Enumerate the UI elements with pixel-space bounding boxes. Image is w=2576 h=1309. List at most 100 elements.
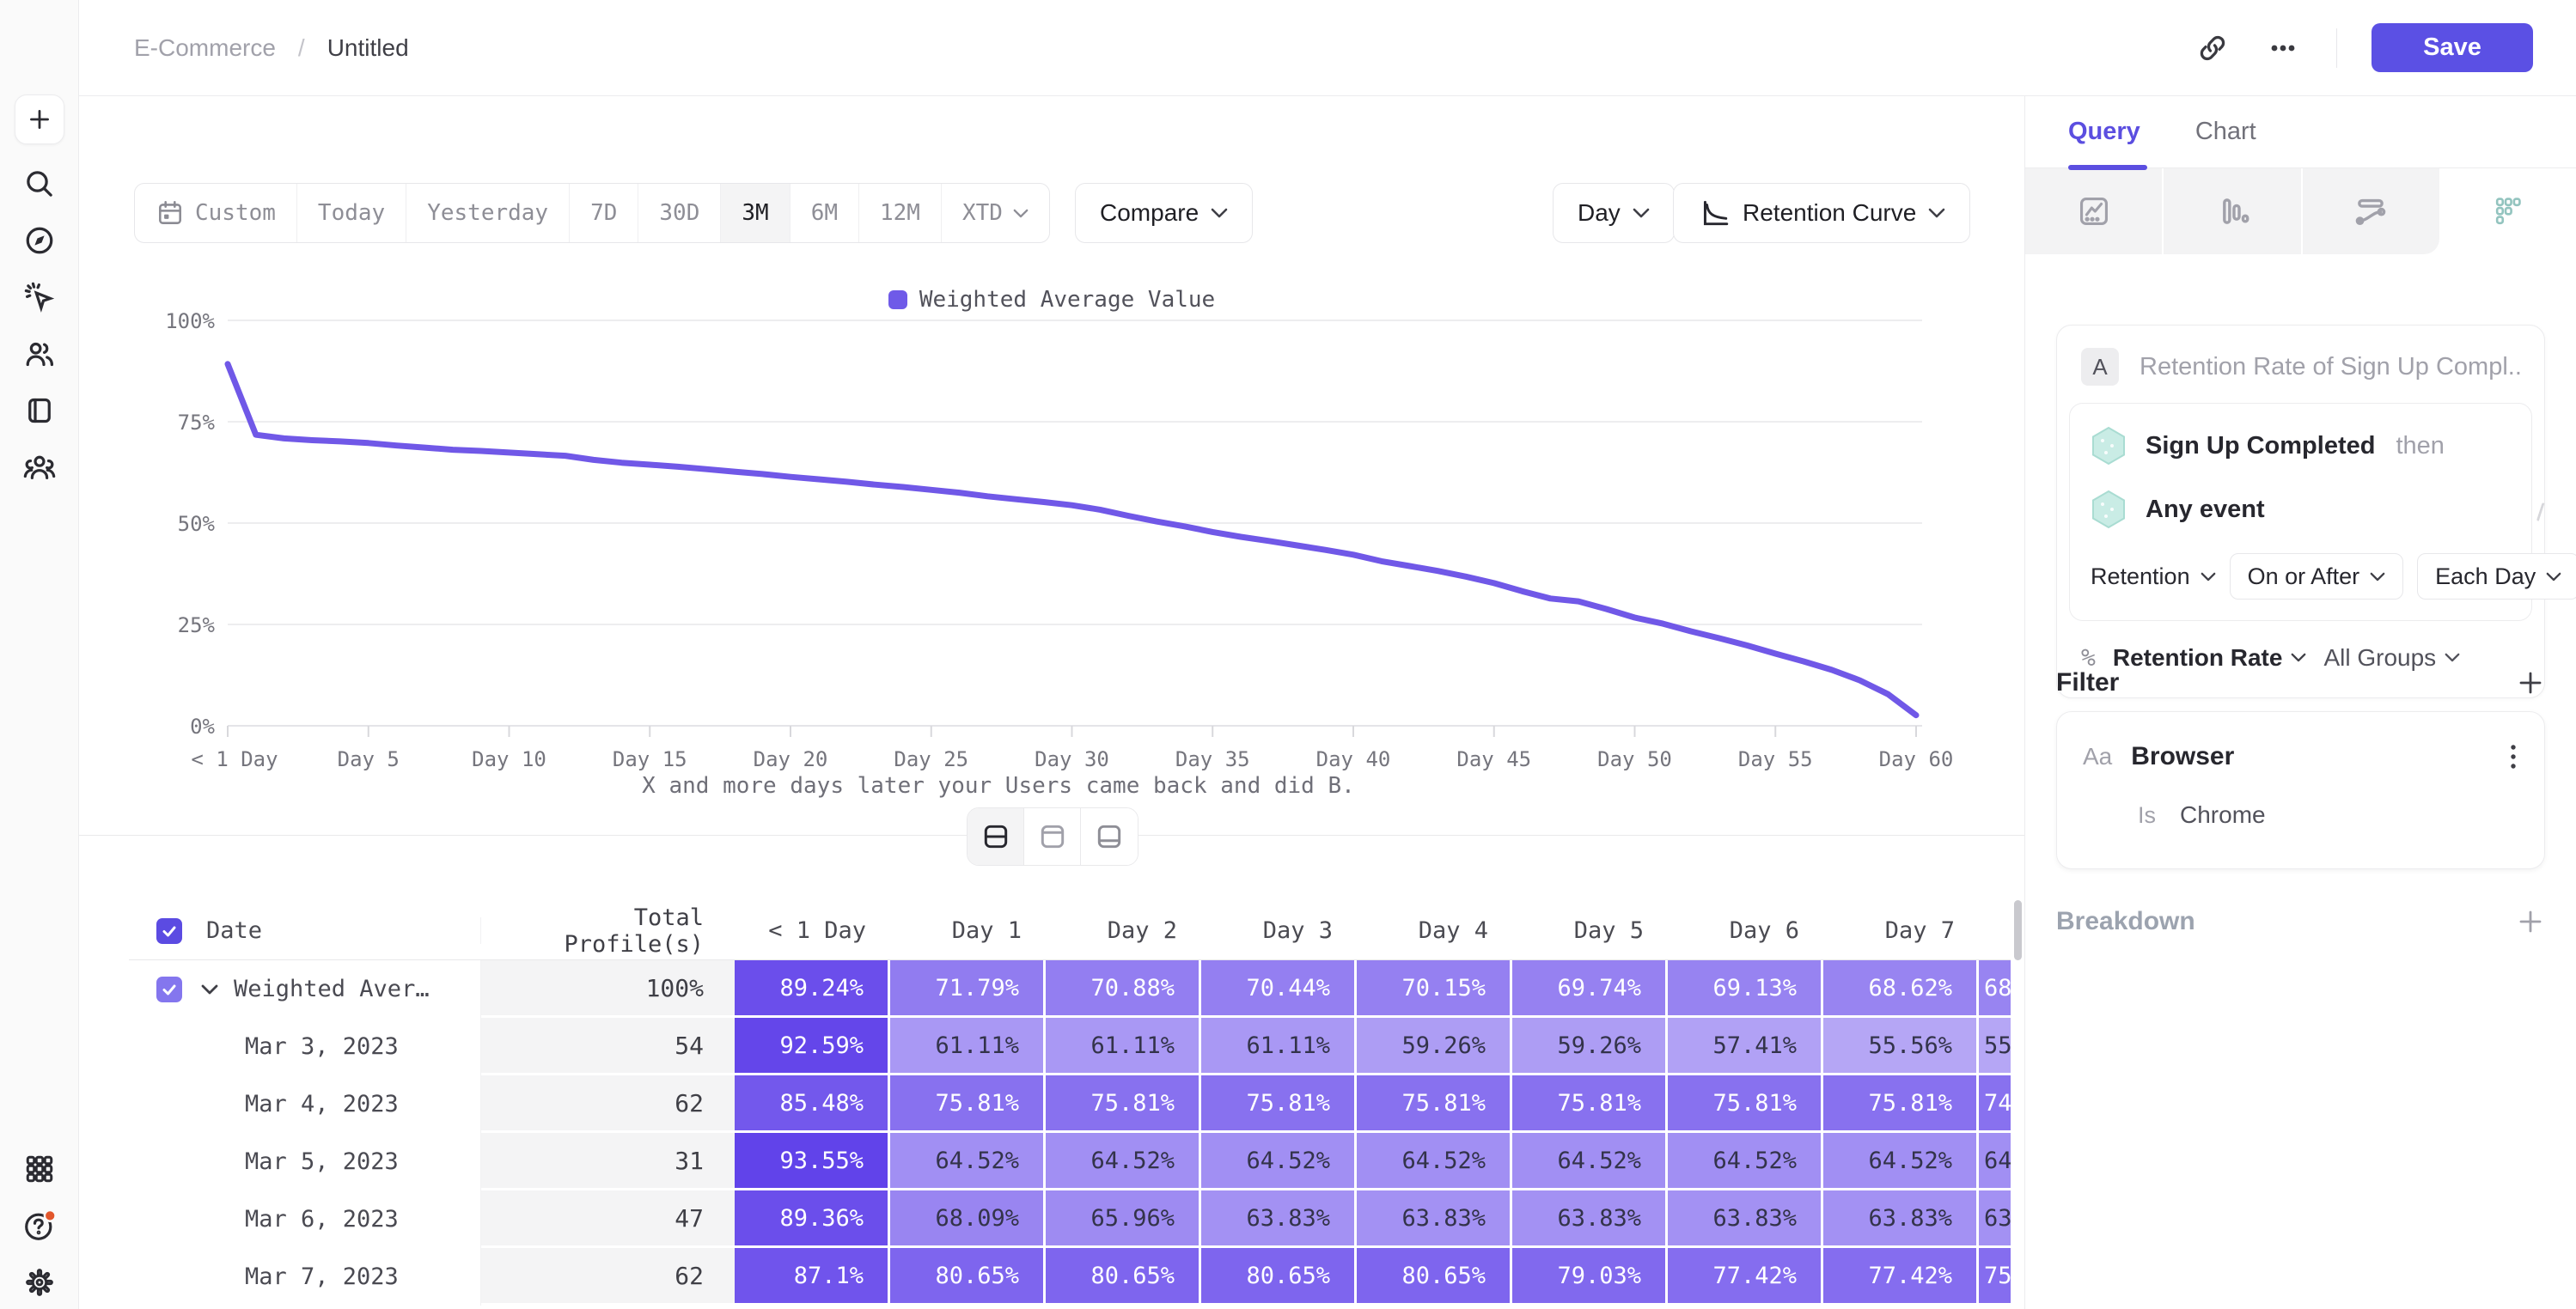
retention-cell[interactable]: 64.52% (1668, 1133, 1823, 1190)
retention-cell[interactable]: 80.65% (1201, 1248, 1357, 1306)
help-circle-button[interactable] (21, 1209, 58, 1243)
retention-cell[interactable]: 89.24% (735, 960, 890, 1018)
retention-cell[interactable]: 75.81% (1046, 1075, 1201, 1133)
layout-table-only-button[interactable] (1081, 808, 1138, 865)
retention-grid-tab[interactable] (2439, 168, 2576, 254)
retention-cell-clipped[interactable]: 74 (1979, 1075, 2011, 1133)
retention-cell[interactable]: 68.62% (1823, 960, 1979, 1018)
range-7d[interactable]: 7D (570, 184, 639, 242)
groups-dropdown[interactable]: All Groups (2323, 644, 2460, 672)
users-button[interactable] (21, 337, 58, 371)
column-header-day-6[interactable]: Day 6 (1729, 917, 1799, 944)
retention-cell[interactable]: 80.65% (1046, 1248, 1201, 1306)
breadcrumb-page-title[interactable]: Untitled (327, 33, 409, 61)
retention-mode-dropdown[interactable]: Retention (2091, 563, 2216, 590)
table-row[interactable]: Weighted Average ... 100%89.24%71.79%70.8… (129, 960, 2011, 1018)
retention-cell[interactable]: 75.81% (1823, 1075, 1979, 1133)
apps-grid-button[interactable] (21, 1152, 58, 1186)
granularity-dropdown[interactable]: Day (1553, 183, 1675, 243)
add-filter-button[interactable] (2516, 668, 2545, 697)
on-or-after-dropdown[interactable]: On or After (2229, 553, 2404, 600)
retention-cell-clipped[interactable]: 64 (1979, 1133, 2011, 1190)
retention-cell[interactable]: 70.44% (1201, 960, 1357, 1018)
retention-cell[interactable]: 57.41% (1668, 1018, 1823, 1075)
retention-cell[interactable]: 75.81% (1512, 1075, 1668, 1133)
retention-cell[interactable]: 85.48% (735, 1075, 890, 1133)
range-today[interactable]: Today (297, 184, 407, 242)
retention-cell[interactable]: 70.15% (1357, 960, 1512, 1018)
tab-chart[interactable]: Chart (2194, 118, 2256, 145)
event-row-return[interactable]: Any event (2091, 490, 2511, 529)
bar-chart-tab[interactable] (2164, 168, 2303, 254)
retention-cell[interactable]: 64.52% (1512, 1133, 1668, 1190)
row-checkbox[interactable] (156, 976, 182, 1002)
select-all-checkbox[interactable] (156, 917, 182, 944)
range-custom[interactable]: Custom (135, 184, 297, 242)
event-row-first[interactable]: Sign Up Completed then (2091, 426, 2511, 466)
retention-cell[interactable]: 80.65% (890, 1248, 1046, 1306)
column-header-date[interactable]: Date (206, 917, 263, 944)
retention-cell[interactable]: 70.88% (1046, 960, 1201, 1018)
search-button[interactable] (21, 167, 58, 201)
range-3m[interactable]: 3M (721, 184, 791, 242)
settings-gear-button[interactable] (21, 1265, 58, 1300)
column-header-day-7[interactable]: Day 7 (1884, 917, 1955, 944)
each-day-dropdown[interactable]: Each Day (2417, 553, 2576, 600)
retention-cell[interactable]: 59.26% (1357, 1018, 1512, 1075)
retention-cell[interactable]: 69.13% (1668, 960, 1823, 1018)
filter-property[interactable]: Browser (2131, 742, 2235, 770)
column-header-day-5[interactable]: Day 5 (1573, 917, 1644, 944)
retention-cell[interactable]: 64.52% (1823, 1133, 1979, 1190)
range-12m[interactable]: 12M (859, 184, 942, 242)
table-row[interactable]: Mar 5, 2023 31 93.55% 64.52% 64.52% 64.52% 64.… (129, 1133, 2011, 1190)
retention-cell[interactable]: 80.65% (1357, 1248, 1512, 1306)
chart-legend[interactable]: Weighted Average Value (79, 287, 2024, 313)
return-event-name[interactable]: Any event (2146, 495, 2265, 523)
retention-cell-clipped[interactable]: 55 (1979, 1018, 2011, 1075)
retention-cell[interactable]: 63.83% (1201, 1190, 1357, 1248)
table-row[interactable]: Mar 7, 2023 62 87.1% 80.65% 80.65% 80.65% 80.6… (129, 1248, 2011, 1306)
column-header-day-1[interactable]: Day 1 (951, 917, 1022, 944)
range-yesterday[interactable]: Yesterday (406, 184, 571, 242)
retention-cell[interactable]: 64.52% (1201, 1133, 1357, 1190)
flows-tab[interactable] (2302, 168, 2439, 254)
tab-query[interactable]: Query (2068, 118, 2140, 145)
retention-cell[interactable]: 65.96% (1046, 1190, 1201, 1248)
retention-cell[interactable]: 71.79% (890, 960, 1046, 1018)
plus-button[interactable] (15, 94, 64, 144)
more-options-icon[interactable] (2264, 31, 2302, 65)
expand-row-icon[interactable] (201, 984, 218, 995)
chart-view-dropdown[interactable]: Retention Curve (1673, 183, 1971, 243)
retention-cell[interactable]: 59.26% (1512, 1018, 1668, 1075)
metric-dropdown[interactable]: Retention Rate (2113, 644, 2307, 672)
retention-cell-clipped[interactable]: 75 (1979, 1248, 2011, 1306)
kebab-menu-icon[interactable] (2508, 741, 2518, 772)
add-breakdown-button[interactable] (2516, 907, 2545, 936)
compass-button[interactable] (21, 223, 58, 258)
retention-cell[interactable]: 63.83% (1512, 1190, 1668, 1248)
save-button[interactable]: Save (2372, 23, 2533, 72)
filter-operator[interactable]: Is (2138, 801, 2157, 828)
retention-cell-clipped[interactable]: 63 (1979, 1190, 2011, 1248)
retention-cell[interactable]: 61.11% (1201, 1018, 1357, 1075)
table-row[interactable]: Mar 3, 2023 54 92.59% 61.11% 61.11% 61.11% 59.… (129, 1018, 2011, 1075)
column-header-total[interactable]: Total Profile(s) (564, 904, 704, 958)
retention-cell[interactable]: 75.81% (1201, 1075, 1357, 1133)
column-header-day-2[interactable]: Day 2 (1107, 917, 1177, 944)
range-xtd[interactable]: XTD (942, 184, 1049, 242)
retention-cell[interactable]: 87.1% (735, 1248, 890, 1306)
first-event-name[interactable]: Sign Up Completed (2146, 431, 2376, 460)
user-group-button[interactable] (21, 450, 58, 484)
breadcrumb-project[interactable]: E-Commerce (134, 33, 276, 61)
retention-cell[interactable]: 61.11% (890, 1018, 1046, 1075)
retention-cell[interactable]: 77.42% (1668, 1248, 1823, 1306)
retention-cell[interactable]: 75.81% (890, 1075, 1046, 1133)
retention-cell[interactable]: 77.42% (1823, 1248, 1979, 1306)
retention-cell[interactable]: 63.83% (1823, 1190, 1979, 1248)
retention-cell[interactable]: 92.59% (735, 1018, 890, 1075)
retention-cell[interactable]: 93.55% (735, 1133, 890, 1190)
retention-cell[interactable]: 63.83% (1668, 1190, 1823, 1248)
retention-cell[interactable]: 61.11% (1046, 1018, 1201, 1075)
filter-value[interactable]: Chrome (2180, 801, 2266, 828)
column-header--1-day[interactable]: < 1 Day (768, 917, 866, 944)
